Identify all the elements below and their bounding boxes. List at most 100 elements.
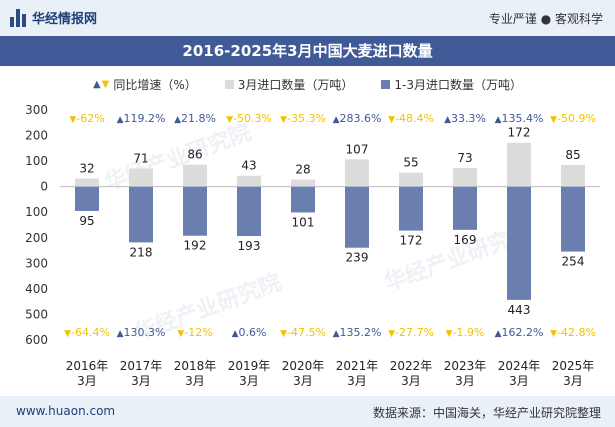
bar-march [129,168,153,187]
bar-q1 [507,186,531,300]
legend-march-swatch [224,79,234,89]
x-category-label: 2022年 3月 [390,359,433,388]
x-category-label: 2023年 3月 [444,359,487,388]
bar-march-label: 107 [346,142,369,156]
bar-q1 [453,186,477,230]
legend-march-label: 3月进口数量（万吨） [237,77,354,92]
bar-q1 [291,186,315,213]
bar-march [75,178,99,187]
legend-q1: 1-3月进口数量（万吨） [381,76,522,93]
logo-bars-icon [10,8,26,27]
growth-q1-label: ▼-47.5% [280,326,326,339]
x-category-label: 2019年 3月 [228,359,271,388]
bar-q1-label: 254 [562,255,585,269]
x-category-label: 2021年 3月 [336,359,379,388]
x-category-label: 2025年 3月 [552,359,595,388]
growth-q1-label: ▲0.6% [232,326,267,339]
x-category-label: 2018年 3月 [174,359,217,388]
bar-q1-label: 192 [184,239,207,253]
bar-march-label: 85 [565,148,580,162]
growth-q1-label: ▼-12% [177,326,212,339]
y-tick-label: 100 [25,154,48,168]
brand-logo: 华经情报网 [10,8,97,27]
growth-march-label: ▼-62% [69,112,104,125]
growth-q1-label: ▲135.2% [333,326,382,339]
bar-q1 [237,186,261,236]
triangle-down-icon: ▼ [101,78,110,90]
bar-q1-label: 95 [79,214,94,228]
data-source: 数据来源：中国海关，华经产业研究院整理 [372,406,601,420]
chart-title: 2016-2025年3月中国大麦进口数量 [0,36,615,66]
legend-growth: ▲ ▼ 同比增速（%） [93,76,197,93]
y-tick-label: 300 [25,256,48,270]
y-tick-label: 500 [25,307,48,321]
chart-legend: ▲ ▼ 同比增速（%） 3月进口数量（万吨） 1-3月进口数量（万吨） [0,74,615,94]
growth-q1-label: ▲130.3% [117,326,166,339]
bar-march [399,172,423,187]
growth-q1-label: ▼-64.4% [64,326,110,339]
bar-q1 [75,186,99,211]
bar-march [291,179,315,187]
bar-march [453,168,477,187]
top-header: 华经情报网 专业严谨 ● 客观科学 [0,0,615,36]
growth-march-label: ▼-50.3% [226,112,272,125]
bar-march [237,175,261,187]
bar-march [507,142,531,187]
x-category-label: 2024年 3月 [498,359,541,388]
x-category-label: 2020年 3月 [282,359,325,388]
bar-march-label: 43 [241,159,256,173]
y-tick-label: 200 [25,231,48,245]
brand-name: 华经情报网 [32,12,98,27]
bar-q1 [183,186,207,236]
bar-march-label: 28 [295,163,310,177]
growth-march-label: ▲283.6% [333,112,382,125]
bar-q1-label: 169 [454,233,477,247]
bar-q1-label: 218 [130,245,153,259]
legend-march: 3月进口数量（万吨） [224,76,354,93]
legend-growth-label: 同比增速（%） [113,77,197,92]
y-tick-label: 100 [25,205,48,219]
bar-march-label: 86 [187,148,202,162]
bottom-footer: www.huaon.com 数据来源：中国海关，华经产业研究院整理 [0,396,615,427]
bar-q1-label: 443 [508,303,531,317]
growth-march-label: ▼-35.3% [280,112,326,125]
growth-march-label: ▲135.4% [495,112,544,125]
legend-q1-label: 1-3月进口数量（万吨） [394,77,523,92]
bar-q1 [129,186,153,243]
bar-q1 [345,186,369,248]
bar-march [183,164,207,187]
x-category-label: 2016年 3月 [66,359,109,388]
growth-q1-label: ▼-1.9% [446,326,485,339]
bar-march-label: 32 [79,161,94,175]
growth-march-label: ▲21.8% [174,112,216,125]
growth-march-label: ▼-50.9% [550,112,596,125]
bar-q1-label: 193 [238,239,261,253]
bar-march [561,164,585,187]
bar-march-label: 71 [133,152,148,166]
triangle-up-icon: ▲ [92,78,101,90]
y-tick-label: 600 [25,333,48,347]
y-tick-label: 400 [25,282,48,296]
bar-march-label: 172 [508,126,531,140]
x-category-label: 2017年 3月 [120,359,163,388]
bar-q1 [399,186,423,231]
bar-q1 [561,186,585,252]
legend-q1-swatch [381,79,391,89]
bar-q1-label: 239 [346,251,369,265]
bar-q1-label: 101 [292,215,315,229]
growth-q1-label: ▼-27.7% [388,326,434,339]
bar-march-label: 55 [403,156,418,170]
bar-march [345,159,369,187]
website-link[interactable]: www.huaon.com [16,404,116,418]
growth-q1-label: ▼-42.8% [550,326,596,339]
growth-march-label: ▲33.3% [444,112,486,125]
y-tick-label: 200 [25,129,48,143]
growth-march-label: ▼-48.4% [388,112,434,125]
tagline: 专业严谨 ● 客观科学 [488,12,603,26]
growth-march-label: ▲119.2% [117,112,166,125]
bar-march-label: 73 [457,151,472,165]
y-tick-label: 0 [40,180,48,194]
growth-q1-label: ▲162.2% [495,326,544,339]
bar-q1-label: 172 [400,234,423,248]
